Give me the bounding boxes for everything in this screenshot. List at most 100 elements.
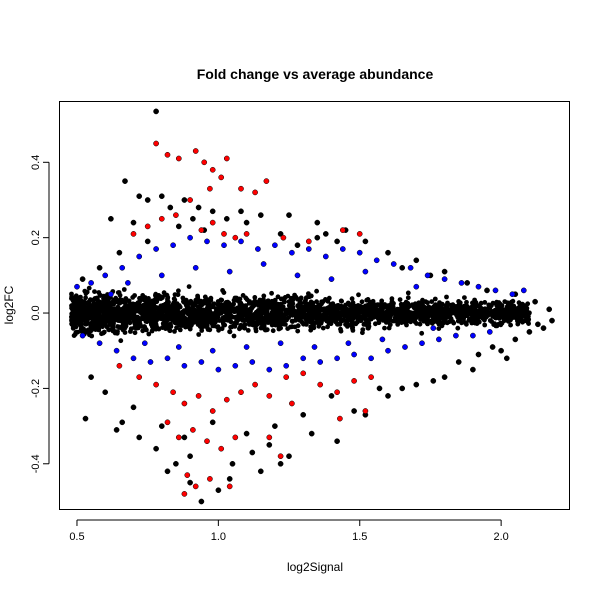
dense-point xyxy=(326,295,332,301)
dense-point xyxy=(183,302,189,308)
y-tick-label: -0.2 xyxy=(30,379,42,398)
dense-point xyxy=(104,311,110,316)
data-point-series-3 xyxy=(209,408,216,414)
dense-point xyxy=(358,318,364,324)
dense-point xyxy=(70,321,75,327)
dense-point xyxy=(132,330,138,336)
dense-point xyxy=(219,326,225,332)
dense-point xyxy=(121,325,127,331)
dense-point xyxy=(129,316,135,321)
data-point-series-1 xyxy=(238,208,244,215)
dense-point xyxy=(501,307,507,312)
dense-point xyxy=(489,319,494,324)
dense-point xyxy=(457,300,463,306)
dense-point xyxy=(201,324,206,329)
data-point-series-1 xyxy=(144,197,151,203)
dense-point xyxy=(137,295,142,301)
data-point-series-1 xyxy=(130,219,137,226)
dense-point xyxy=(101,316,107,321)
y-tick-label: 0.0 xyxy=(30,305,42,320)
data-point-series-3 xyxy=(153,140,159,147)
dense-point xyxy=(365,305,370,311)
data-point-series-1 xyxy=(173,460,179,467)
dense-point xyxy=(408,319,414,325)
dense-point xyxy=(104,306,110,312)
data-point-series-1 xyxy=(441,374,448,380)
dense-point xyxy=(476,303,482,309)
dense-point xyxy=(342,309,348,315)
dense-point xyxy=(225,305,231,310)
dense-point xyxy=(218,311,224,316)
data-point-series-3 xyxy=(305,238,312,245)
data-point-series-3 xyxy=(266,434,273,441)
dense-point xyxy=(385,308,390,313)
dense-point xyxy=(160,321,166,326)
data-point-series-2 xyxy=(209,347,216,354)
dense-point xyxy=(253,322,259,328)
dense-point xyxy=(145,315,151,320)
dense-point xyxy=(362,321,367,327)
dense-point xyxy=(478,310,484,316)
dense-point xyxy=(445,300,450,306)
dense-point xyxy=(248,305,254,311)
dense-point xyxy=(378,317,383,322)
dense-point xyxy=(196,332,202,337)
data-point-series-1 xyxy=(413,257,420,264)
dense-point xyxy=(235,298,241,303)
data-point-series-1 xyxy=(153,108,159,115)
data-point-series-2 xyxy=(88,280,94,286)
x-axis: 0.5 1.0 1.5 2.0 xyxy=(69,519,509,543)
dense-point xyxy=(433,302,438,307)
dense-point xyxy=(365,325,371,331)
dense-point xyxy=(222,302,227,307)
dense-point xyxy=(421,315,427,321)
dense-point xyxy=(289,306,294,311)
data-point-series-2 xyxy=(294,272,301,279)
dense-point xyxy=(314,299,319,305)
dense-point xyxy=(328,321,334,327)
data-point-series-1 xyxy=(198,498,205,505)
data-point-series-1 xyxy=(512,336,519,343)
dense-point xyxy=(175,292,181,298)
dense-point xyxy=(325,305,331,311)
dense-point xyxy=(153,293,158,298)
dense-point xyxy=(172,329,177,334)
data-point-series-1 xyxy=(82,415,89,422)
dense-point xyxy=(70,325,76,331)
data-point-series-2 xyxy=(181,362,188,369)
dense-point xyxy=(176,288,181,294)
data-point-series-3 xyxy=(204,438,210,445)
data-point-series-3 xyxy=(207,185,213,192)
data-point-series-1 xyxy=(549,317,555,324)
dense-point xyxy=(152,304,158,310)
data-points xyxy=(74,108,555,505)
dense-point xyxy=(100,324,105,330)
dense-point xyxy=(268,316,273,322)
dense-point xyxy=(177,327,183,333)
data-point-series-2 xyxy=(255,246,261,252)
dense-point xyxy=(441,320,447,326)
dense-point xyxy=(273,309,279,314)
data-point-series-2 xyxy=(390,261,397,267)
data-point-series-2 xyxy=(356,249,363,256)
data-point-series-1 xyxy=(314,234,321,241)
data-point-series-2 xyxy=(402,344,408,350)
data-point-series-3 xyxy=(218,174,225,181)
dense-point xyxy=(472,318,478,323)
data-point-series-1 xyxy=(243,219,250,226)
dense-point xyxy=(332,313,338,319)
data-point-series-1 xyxy=(540,325,547,331)
data-point-series-1 xyxy=(153,445,159,452)
data-point-series-1 xyxy=(322,231,329,237)
dense-point xyxy=(86,304,91,310)
data-point-series-1 xyxy=(136,434,143,441)
dense-point xyxy=(462,295,467,300)
data-point-series-1 xyxy=(277,231,284,237)
dense-point xyxy=(398,313,404,319)
dense-point xyxy=(122,315,128,320)
dense-point xyxy=(344,319,350,324)
dense-point xyxy=(430,315,436,320)
dense-point xyxy=(297,301,303,306)
dense-point xyxy=(266,302,272,307)
dense-point xyxy=(70,302,76,308)
